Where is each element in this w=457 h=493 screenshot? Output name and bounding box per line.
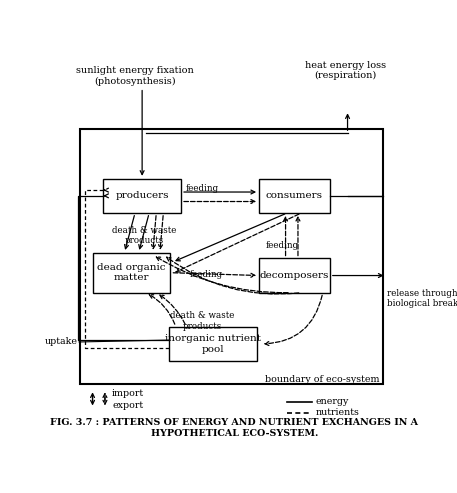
- Text: export: export: [112, 401, 143, 410]
- Bar: [169, 327, 257, 361]
- Text: import: import: [112, 389, 144, 398]
- Text: death & waste
products: death & waste products: [112, 226, 176, 246]
- Bar: [92, 253, 170, 293]
- Text: consumers: consumers: [266, 191, 323, 200]
- Bar: [259, 179, 330, 213]
- Text: sunlight energy fixation
(photosynthesis): sunlight energy fixation (photosynthesis…: [76, 67, 194, 86]
- Text: death & waste
products: death & waste products: [170, 312, 234, 331]
- Text: feeding: feeding: [266, 242, 298, 250]
- Text: energy: energy: [316, 397, 349, 406]
- Text: feeding: feeding: [189, 270, 223, 280]
- Text: uptake: uptake: [45, 338, 78, 347]
- Text: heat energy loss
(respiration): heat energy loss (respiration): [305, 61, 386, 80]
- Bar: [103, 179, 181, 213]
- Text: inorganic nutrient
pool: inorganic nutrient pool: [165, 334, 261, 353]
- Text: dead organic
matter: dead organic matter: [97, 263, 166, 282]
- Bar: [259, 258, 330, 293]
- Text: feeding: feeding: [186, 184, 219, 193]
- Text: FIG. 3.7 : PATTERNS OF ENERGY AND NUTRIENT EXCHANGES IN A
HYPOTHETICAL ECO-SYSTE: FIG. 3.7 : PATTERNS OF ENERGY AND NUTRIE…: [50, 419, 418, 438]
- Text: release through
biological breakdown: release through biological breakdown: [387, 288, 457, 308]
- Text: boundary of eco-system: boundary of eco-system: [265, 376, 379, 385]
- Text: decomposers: decomposers: [260, 271, 329, 280]
- Text: producers: producers: [115, 191, 169, 200]
- Text: nutrients: nutrients: [316, 409, 360, 418]
- Bar: [80, 129, 383, 384]
